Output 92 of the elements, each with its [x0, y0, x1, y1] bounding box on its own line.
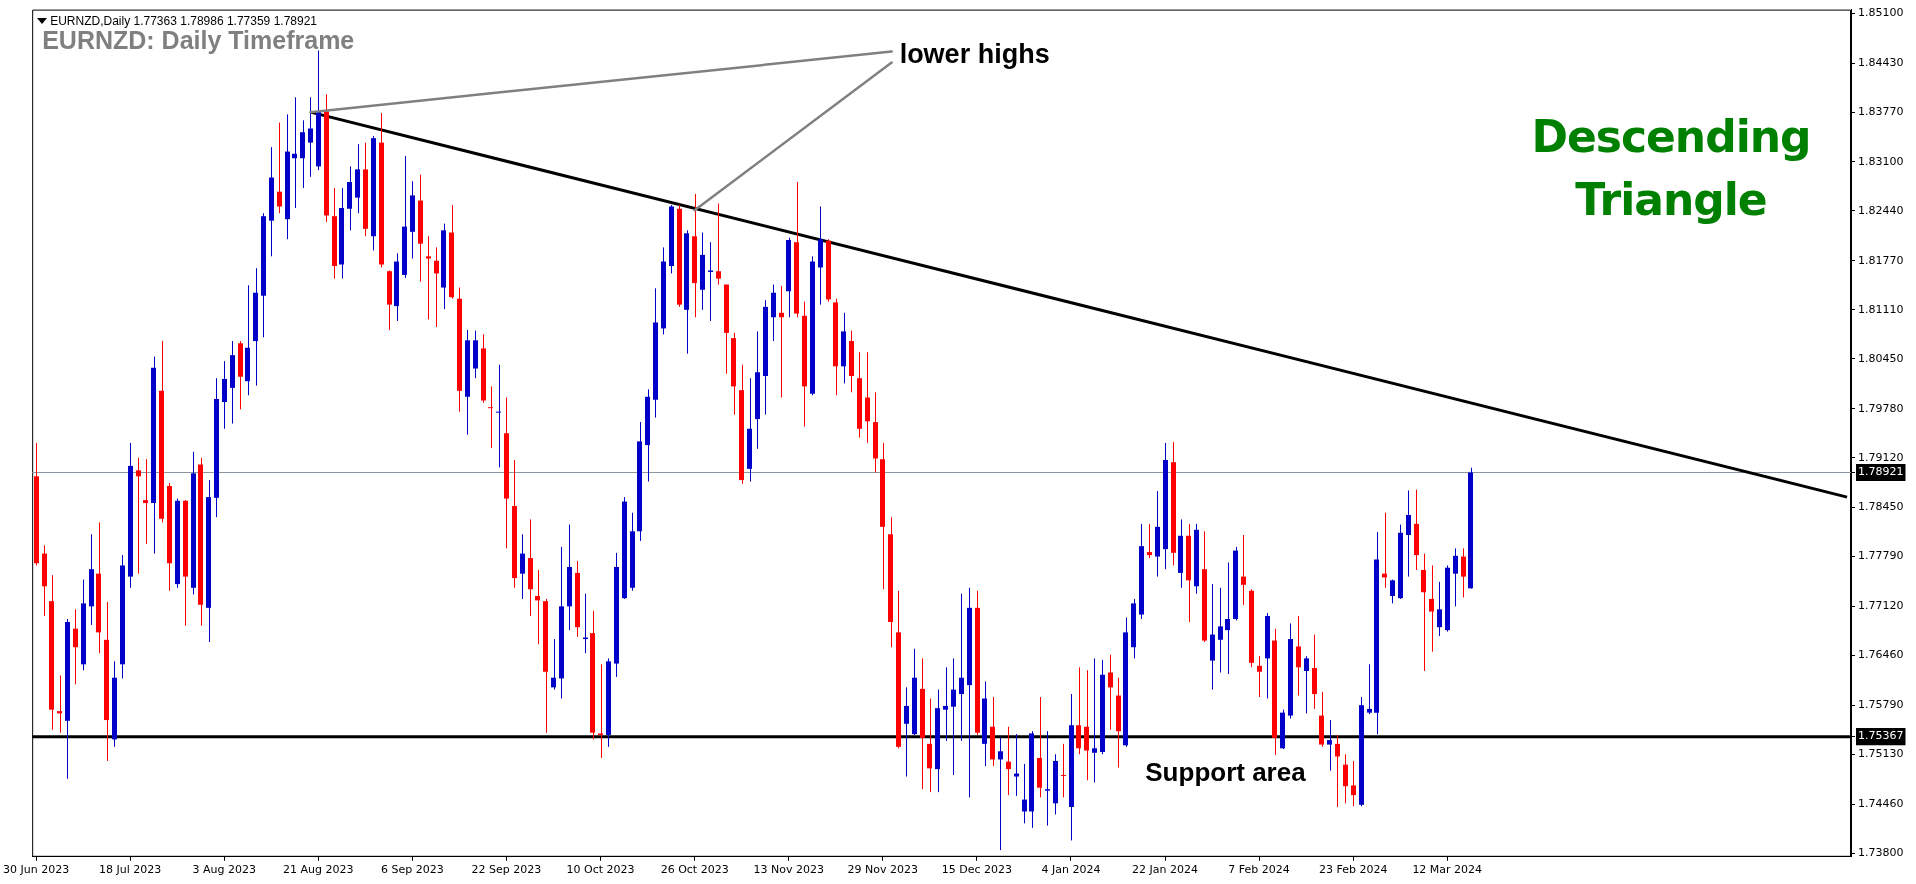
candlestick	[1147, 523, 1152, 559]
candlestick	[535, 569, 540, 645]
y-tick-label: 1.83100	[1858, 154, 1904, 168]
candlestick	[1421, 553, 1426, 672]
y-tick-label: 1.84430	[1858, 55, 1904, 69]
y-tick-label: 1.75367	[1858, 729, 1904, 743]
x-tick-label: 12 Mar 2024	[1412, 863, 1483, 877]
x-tick-label: 6 Sep 2023	[381, 863, 444, 877]
y-tick-label: 1.83770	[1858, 105, 1904, 119]
candlestick	[426, 235, 431, 320]
candlestick	[1076, 666, 1081, 755]
candlestick	[951, 657, 956, 776]
chart-subtitle: EURNZD,Daily 1.77363 1.78986 1.77359 1.78921	[50, 13, 318, 28]
candlestick	[708, 241, 713, 322]
y-tick-label: 1.75130	[1858, 747, 1904, 761]
candlestick	[292, 96, 297, 209]
x-tick-label: 3 Aug 2023	[192, 863, 256, 877]
candlestick	[1453, 547, 1458, 607]
candlestick	[1304, 655, 1309, 714]
candlestick	[1406, 489, 1411, 578]
x-tick-label: 13 Nov 2023	[753, 863, 824, 877]
y-tick-label: 1.82440	[1858, 203, 1904, 217]
candlestick	[308, 96, 313, 178]
candlestick	[1022, 763, 1027, 824]
annotation: lower highs	[899, 38, 1050, 69]
y-tick-label: 1.76460	[1858, 648, 1904, 662]
candlestick	[136, 457, 141, 575]
x-tick-label: 21 Aug 2023	[283, 863, 354, 877]
x-tick-label: 10 Oct 2023	[566, 863, 635, 877]
candlestick	[1218, 587, 1223, 673]
candlestick	[1061, 743, 1066, 798]
y-tick-label: 1.81770	[1858, 253, 1904, 267]
candlestick	[277, 122, 282, 214]
candlestick	[1084, 669, 1089, 781]
candlestick	[73, 608, 78, 685]
candlestick	[488, 385, 493, 449]
x-tick-label: 22 Sep 2023	[471, 863, 542, 877]
candlestick	[551, 638, 556, 691]
x-tick-label: 7 Feb 2024	[1228, 863, 1290, 877]
y-tick-label: 1.79780	[1858, 401, 1904, 415]
candlestick	[1367, 663, 1372, 715]
y-tick-label: 1.81110	[1858, 302, 1904, 316]
x-tick-label: 15 Dec 2023	[941, 863, 1012, 877]
candlestick	[1014, 733, 1019, 797]
candlestick	[1092, 657, 1097, 783]
candlestick	[1257, 655, 1262, 698]
candlestick	[1327, 719, 1332, 772]
candlestick	[1225, 562, 1230, 675]
y-tick-label: 1.73800	[1858, 845, 1904, 859]
y-tick-label: 1.75790	[1858, 698, 1904, 712]
y-tick-label: 1.80450	[1858, 351, 1904, 365]
x-tick-label: 23 Feb 2024	[1318, 863, 1388, 877]
y-tick-label: 1.78921	[1858, 465, 1904, 479]
candlestick	[1343, 753, 1348, 804]
candlestick	[865, 351, 870, 444]
x-tick-label: 4 Jan 2024	[1041, 863, 1101, 877]
candlestick	[1006, 726, 1011, 796]
x-tick-label: 29 Nov 2023	[847, 863, 919, 877]
candlestick	[959, 593, 964, 742]
x-tick-label: 30 Jun 2023	[3, 863, 70, 877]
candlestick	[598, 663, 603, 759]
annotation: Descending Triangle	[1530, 109, 1812, 228]
candlestick	[1437, 581, 1442, 637]
candlestick	[222, 360, 227, 430]
candlestick	[1045, 730, 1050, 827]
y-tick-label: 1.77120	[1858, 599, 1904, 613]
candlestick	[1241, 534, 1246, 606]
y-tick-label: 1.85100	[1858, 6, 1904, 20]
candlestick	[143, 458, 148, 545]
candlestick	[1108, 654, 1113, 731]
x-tick-label: 22 Jan 2024	[1132, 863, 1198, 877]
x-tick-label: 18 Jul 2023	[99, 863, 162, 877]
candlestick	[716, 203, 721, 286]
candlestick	[1296, 615, 1301, 697]
candlestick	[1351, 760, 1356, 807]
candlestick	[1461, 547, 1466, 598]
candlestick	[943, 666, 948, 742]
candlestick	[434, 246, 439, 328]
candlestick	[1429, 564, 1434, 653]
candlestick	[57, 674, 62, 734]
candlestick	[779, 285, 784, 399]
candlestick	[998, 737, 1003, 851]
candlestick	[496, 364, 501, 468]
y-tick-label: 1.77790	[1858, 549, 1904, 563]
ref-line-label: Support area	[1145, 756, 1306, 787]
y-tick-label: 1.79120	[1858, 450, 1904, 464]
x-tick-label: 26 Oct 2023	[660, 863, 729, 877]
y-tick-label: 1.78450	[1858, 500, 1904, 514]
candlestick	[904, 686, 909, 778]
y-tick-label: 1.74460	[1858, 796, 1904, 810]
candlestick	[1335, 734, 1340, 808]
candlestick	[520, 533, 525, 600]
